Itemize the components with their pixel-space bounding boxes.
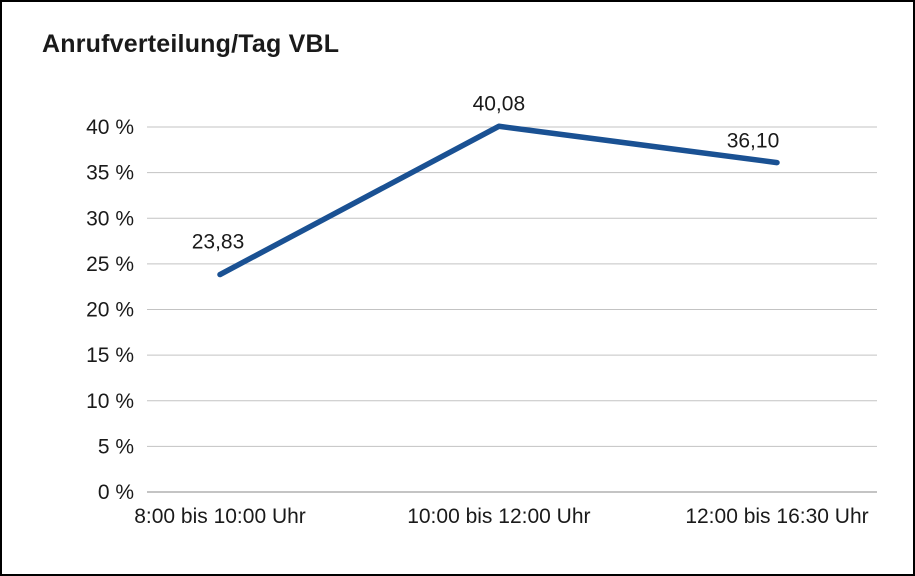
x-category-label: 8:00 bis 10:00 Uhr xyxy=(134,505,306,528)
point-label: 36,10 xyxy=(727,130,780,153)
x-category-label: 12:00 bis 16:30 Uhr xyxy=(685,505,868,528)
y-tick-label: 25 % xyxy=(86,253,134,276)
y-tick-label: 10 % xyxy=(86,390,134,413)
series-line xyxy=(217,123,780,278)
y-tick-label: 0 % xyxy=(98,481,134,504)
point-label: 40,08 xyxy=(473,92,526,115)
y-tick-label: 35 % xyxy=(86,162,134,185)
y-tick-label: 5 % xyxy=(98,435,134,458)
y-tick-label: 15 % xyxy=(86,344,134,367)
x-category-label: 10:00 bis 12:00 Uhr xyxy=(407,505,590,528)
y-tick-label: 30 % xyxy=(86,207,134,230)
chart-title: Anrufverteilung/Tag VBL xyxy=(42,30,340,58)
point-label: 23,83 xyxy=(192,231,245,254)
y-tick-label: 40 % xyxy=(86,116,134,139)
y-tick-label: 20 % xyxy=(86,299,134,322)
